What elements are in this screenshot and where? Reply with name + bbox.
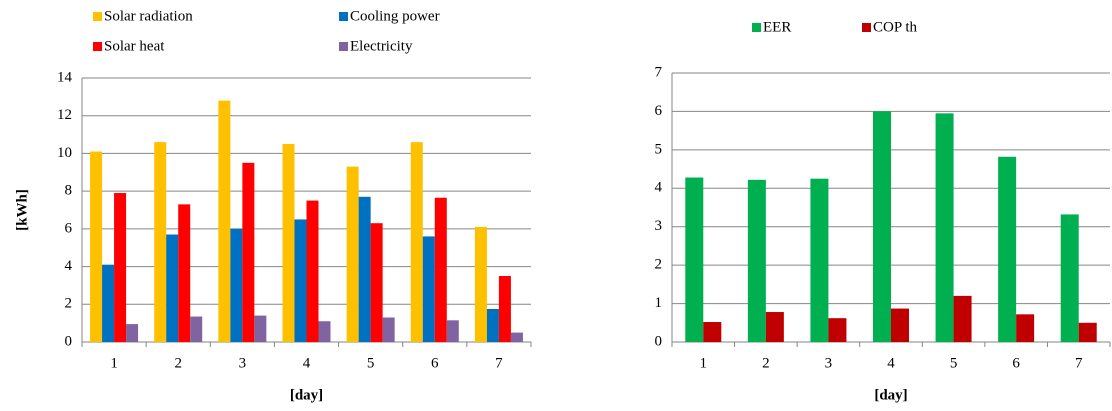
y-tick-label: 6 [655, 103, 663, 119]
bar [510, 332, 523, 342]
bar [953, 295, 972, 342]
bar [154, 142, 167, 342]
x-tick-label: 3 [825, 355, 833, 371]
legend-swatch [339, 12, 348, 21]
y-tick-label: 3 [655, 218, 663, 234]
legend-label: Solar radiation [104, 8, 193, 24]
bar [370, 223, 383, 342]
bar [90, 151, 103, 342]
bar [358, 196, 371, 342]
y-tick-label: 12 [57, 107, 72, 123]
y-tick-label: 6 [65, 220, 73, 236]
bar [828, 318, 847, 342]
bar [306, 200, 319, 342]
y-tick-label: 2 [655, 257, 663, 273]
x-tick-label: 1 [110, 355, 118, 371]
y-tick-label: 14 [57, 69, 73, 85]
bar [294, 219, 307, 342]
x-axis-title: [day] [874, 387, 907, 403]
bar [434, 197, 447, 342]
legend-swatch [93, 42, 102, 51]
bar [685, 177, 704, 342]
bar [1078, 322, 1097, 342]
x-tick-label: 4 [303, 355, 311, 371]
bar [1016, 314, 1035, 342]
bar [382, 317, 395, 342]
bar [810, 178, 829, 342]
x-tick-label: 1 [700, 355, 708, 371]
legend-swatch [862, 23, 871, 32]
x-tick-label: 5 [950, 355, 958, 371]
bar [114, 193, 127, 342]
x-tick-label: 7 [1075, 355, 1083, 371]
bar [498, 276, 511, 342]
legend-label: Solar heat [104, 38, 165, 54]
y-axis-title: [kWh] [14, 189, 30, 231]
bar [765, 312, 784, 342]
y-tick-label: 4 [65, 258, 73, 274]
bar [410, 142, 423, 342]
bar [935, 113, 954, 342]
x-tick-label: 7 [495, 355, 503, 371]
legend-swatch [93, 12, 102, 21]
x-tick-label: 5 [367, 355, 375, 371]
legend-label: Electricity [350, 38, 413, 54]
y-tick-label: 4 [655, 180, 663, 196]
y-tick-label: 0 [655, 333, 663, 349]
bar [474, 226, 487, 342]
y-tick-label: 10 [57, 145, 72, 161]
legend-swatch [752, 23, 761, 32]
y-tick-label: 2 [65, 296, 73, 312]
y-tick-label: 8 [65, 183, 73, 199]
bar [166, 234, 179, 342]
x-tick-label: 2 [762, 355, 770, 371]
bar [126, 324, 139, 342]
legend-label: Cooling power [350, 8, 440, 24]
bar [218, 100, 231, 342]
legend-swatch [339, 42, 348, 51]
legend-label: EER [763, 19, 791, 35]
y-tick-label: 7 [655, 64, 663, 80]
bar [102, 264, 115, 342]
bar [190, 316, 203, 342]
bar [346, 166, 359, 342]
y-tick-label: 0 [65, 333, 73, 349]
bar [873, 111, 891, 342]
bar [242, 162, 255, 342]
bar [422, 236, 435, 342]
y-tick-label: 5 [655, 141, 663, 157]
y-tick-label: 1 [655, 295, 663, 311]
bar [486, 309, 499, 342]
bar [446, 320, 459, 342]
bar [318, 321, 331, 342]
x-axis-title: [day] [290, 387, 323, 403]
x-tick-label: 6 [431, 355, 439, 371]
bar [747, 179, 766, 342]
x-tick-label: 3 [239, 355, 247, 371]
x-tick-label: 2 [174, 355, 182, 371]
bar [703, 322, 722, 342]
bar [1060, 214, 1079, 342]
bar [998, 156, 1017, 342]
bar [178, 204, 191, 342]
bar [230, 228, 243, 342]
bar [254, 315, 267, 342]
bar [891, 308, 909, 342]
bar [282, 144, 295, 342]
x-tick-label: 4 [887, 355, 895, 371]
legend-label: COP th [873, 19, 918, 35]
x-tick-label: 6 [1012, 355, 1020, 371]
